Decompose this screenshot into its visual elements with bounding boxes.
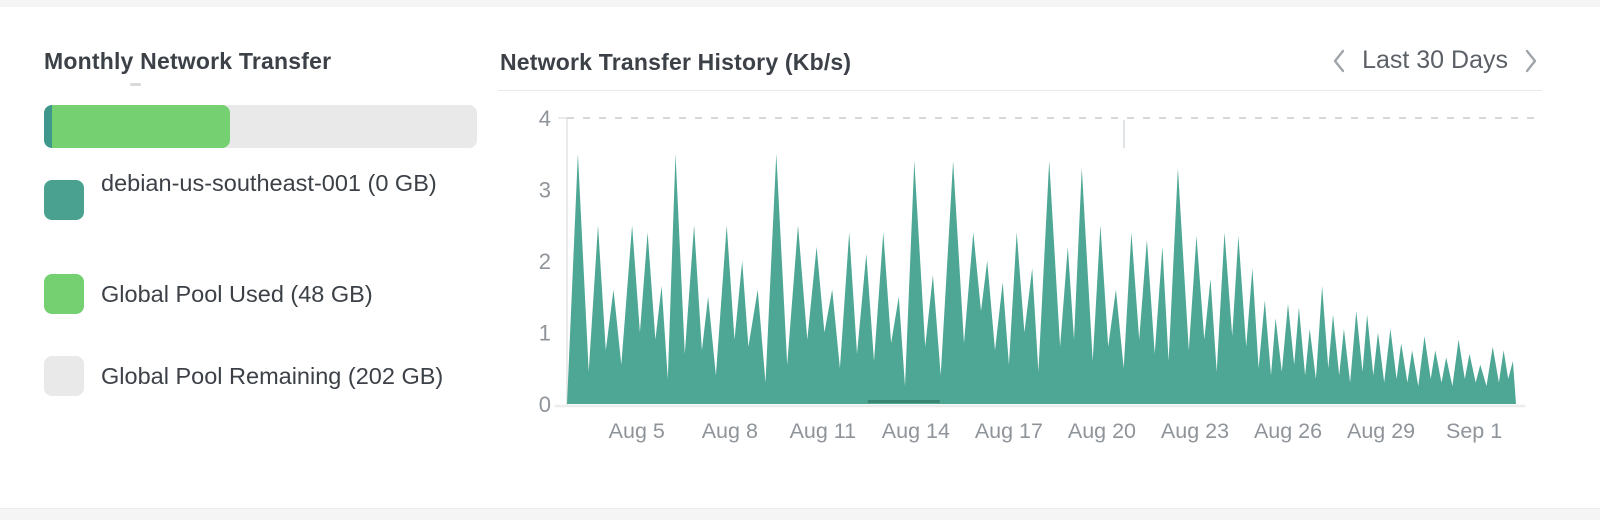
transfer-progress-bar <box>44 105 477 148</box>
legend-label-linode: debian-us-southeast-001 (0 GB) <box>101 170 437 196</box>
y-axis-label: 0 <box>539 392 551 417</box>
next-range-button[interactable] <box>1522 47 1540 75</box>
network-history-chart: 0 1 2 3 4 Aug 5 Aug 8 Aug 11 Aug 14 Aug 17 Aug 20 A… <box>500 100 1556 460</box>
card-bottom-edge <box>0 508 1600 520</box>
x-axis-label: Aug 29 <box>1347 419 1415 443</box>
network-area-series <box>567 153 1516 404</box>
prev-range-button[interactable] <box>1330 47 1348 75</box>
y-axis-label: 2 <box>539 249 551 274</box>
y-axis-label: 4 <box>539 106 551 131</box>
legend-item-pool-remaining: Global Pool Remaining (202 GB) <box>44 356 489 420</box>
chevron-left-icon <box>1333 49 1345 72</box>
range-label: Last 30 Days <box>1362 46 1508 74</box>
header-divider <box>498 90 1542 91</box>
title-dash <box>130 83 141 86</box>
x-axis-label: Aug 26 <box>1254 419 1322 443</box>
x-axis-label: Aug 14 <box>882 419 950 443</box>
chart-canvas: 0 1 2 3 4 Aug 5 Aug 8 Aug 11 Aug 14 Aug 17 Aug 20 A… <box>539 106 1542 443</box>
x-axis-label: Aug 20 <box>1068 419 1136 443</box>
x-axis-label: Aug 11 <box>790 419 857 443</box>
chevron-right-icon <box>1525 49 1537 72</box>
legend-item-linode: debian-us-southeast-001 (0 GB) <box>44 168 489 278</box>
y-axis-label: 3 <box>539 178 551 203</box>
card-top-edge <box>0 0 1600 7</box>
x-axis-label: Aug 8 <box>702 419 758 443</box>
legend-swatch-pool-remaining <box>44 356 84 396</box>
x-axis-label: Sep 1 <box>1446 419 1502 443</box>
range-navigation: Last 30 Days <box>1330 46 1540 75</box>
legend-swatch-linode <box>44 180 84 220</box>
history-title: Network Transfer History (Kb/s) <box>500 49 852 75</box>
transfer-legend: debian-us-southeast-001 (0 GB) Global Po… <box>44 168 489 420</box>
legend-label-pool-remaining: Global Pool Remaining (202 GB) <box>101 363 444 389</box>
y-axis-label: 1 <box>539 321 551 346</box>
legend-item-pool-used: Global Pool Used (48 GB) <box>44 274 489 360</box>
x-axis-label: Aug 17 <box>975 419 1043 443</box>
x-axis-label: Aug 23 <box>1161 419 1229 443</box>
x-axis-label: Aug 5 <box>609 419 665 443</box>
legend-swatch-pool-used <box>44 274 84 314</box>
monthly-transfer-title: Monthly Network Transfer <box>44 48 332 74</box>
legend-label-pool-used: Global Pool Used (48 GB) <box>101 281 373 307</box>
progress-segment-linode <box>44 105 52 148</box>
progress-segment-pool-used <box>51 105 231 148</box>
